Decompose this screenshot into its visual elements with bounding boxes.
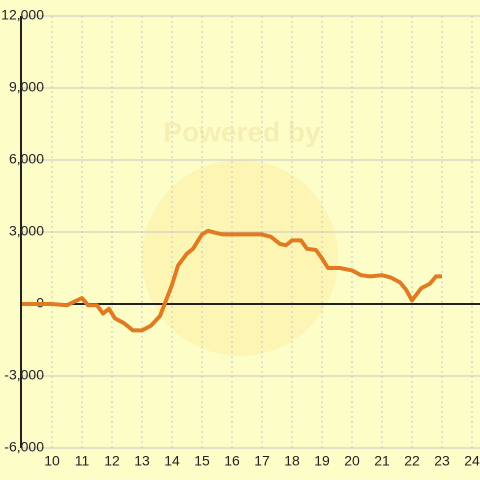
x-tick-label: 17 (254, 453, 270, 469)
watermark-logo (142, 160, 338, 356)
y-tick-label: -3,000 (4, 367, 44, 383)
line (22, 228, 442, 333)
y-tick-label: 3,000 (9, 223, 44, 239)
y-tick-label: 6,000 (9, 151, 44, 167)
x-tick-label: 22 (404, 453, 420, 469)
x-tick-label: 12 (104, 453, 120, 469)
x-tick-label: 14 (164, 453, 180, 469)
x-tick-label: 23 (434, 453, 450, 469)
x-tick-label: 24 (464, 453, 480, 469)
y-tick-label: 9,000 (9, 79, 44, 95)
x-tick-label: 21 (374, 453, 390, 469)
x-tick-label: 13 (134, 453, 150, 469)
x-tick-label: 15 (194, 453, 210, 469)
y-tick-label: -6,000 (4, 439, 44, 455)
x-tick-label: 19 (314, 453, 330, 469)
x-tick-label: 16 (224, 453, 240, 469)
y-tick-label: 12,000 (1, 7, 44, 23)
watermark: Powered by (163, 116, 321, 147)
x-tick-label: 20 (344, 453, 360, 469)
x-tick-label: 18 (284, 453, 300, 469)
x-tick-label: 10 (44, 453, 60, 469)
x-tick-label: 11 (75, 453, 90, 469)
